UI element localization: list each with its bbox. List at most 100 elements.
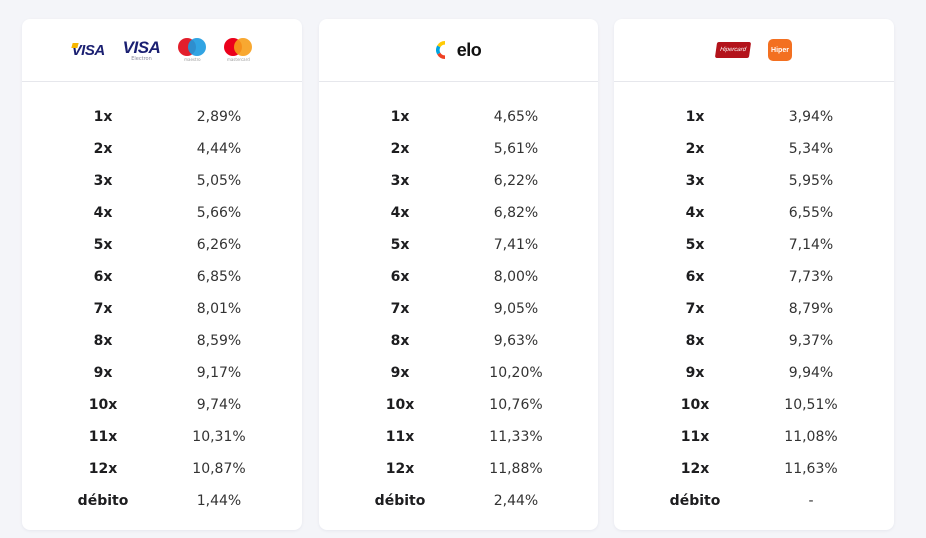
installment-label: 2x — [685, 141, 705, 157]
installment-label: 4x — [93, 205, 113, 221]
rate-value: 8,01% — [196, 301, 242, 317]
card-brands-header: Hipercard Hiper — [614, 19, 894, 82]
rate-row: débito 2,44% — [319, 485, 598, 517]
rate-row: 9x 9,94% — [614, 357, 894, 389]
rate-row: 6x 7,73% — [614, 261, 894, 293]
rate-row: 6x 6,85% — [22, 261, 302, 293]
installment-label: débito — [669, 493, 721, 509]
elo-wordmark: elo — [456, 39, 482, 60]
rate-value: 7,41% — [493, 237, 539, 253]
installment-label: 3x — [93, 173, 113, 189]
rate-row: 12x 10,87% — [22, 453, 302, 485]
rate-row: 2x 5,34% — [614, 133, 894, 165]
rate-value: 9,94% — [788, 365, 834, 381]
rate-value: 5,66% — [196, 205, 242, 221]
installment-label: 1x — [93, 109, 113, 125]
rate-row: 8x 9,63% — [319, 325, 598, 357]
installment-label: 5x — [390, 237, 410, 253]
rate-value: 5,05% — [196, 173, 242, 189]
rate-row: 9x 10,20% — [319, 357, 598, 389]
rate-row: 2x 5,61% — [319, 133, 598, 165]
rate-value: 11,33% — [489, 429, 543, 445]
rate-value: 2,89% — [196, 109, 242, 125]
visa-electron-logo: VISA Electron — [123, 39, 161, 62]
rate-value: 7,14% — [788, 237, 834, 253]
installment-label: 10x — [680, 397, 710, 413]
rate-value: 8,59% — [196, 333, 242, 349]
installment-label: 8x — [93, 333, 113, 349]
installment-label: 8x — [390, 333, 410, 349]
rate-row: 8x 9,37% — [614, 325, 894, 357]
rate-row: 5x 7,41% — [319, 229, 598, 261]
mastercard-logo: mastercard — [224, 38, 253, 62]
rate-row: 5x 6,26% — [22, 229, 302, 261]
rate-row: 3x 5,95% — [614, 165, 894, 197]
installment-label: 9x — [685, 365, 705, 381]
rate-row: 7x 8,79% — [614, 293, 894, 325]
installment-label: 7x — [93, 301, 113, 317]
rate-row: 12x 11,88% — [319, 453, 598, 485]
installment-label: 12x — [680, 461, 710, 477]
installment-label: débito — [77, 493, 129, 509]
rates-list: 1x 4,65% 2x 5,61% 3x 6,22% 4x 6,82% 5x 7,41% 6x 8,0… — [319, 82, 598, 517]
installment-label: 5x — [93, 237, 113, 253]
rate-row: 4x 6,82% — [319, 197, 598, 229]
rate-value: 8,00% — [493, 269, 539, 285]
rate-value: 11,63% — [784, 461, 838, 477]
installment-label: 4x — [685, 205, 705, 221]
rates-list: 1x 3,94% 2x 5,34% 3x 5,95% 4x 6,55% 5x 7,14% 6x 7,7… — [614, 82, 894, 517]
rate-value: 10,51% — [784, 397, 838, 413]
rate-value: 5,95% — [788, 173, 834, 189]
rate-value: 2,44% — [493, 493, 539, 509]
installment-label: 12x — [385, 461, 415, 477]
rate-value: 11,08% — [784, 429, 838, 445]
rate-row: 4x 5,66% — [22, 197, 302, 229]
rate-row: 11x 10,31% — [22, 421, 302, 453]
rate-value: 10,31% — [192, 429, 246, 445]
rate-row: 6x 8,00% — [319, 261, 598, 293]
rate-row: 12x 11,63% — [614, 453, 894, 485]
rates-list: 1x 2,89% 2x 4,44% 3x 5,05% 4x 5,66% 5x 6,26% 6x 6,8… — [22, 82, 302, 517]
rate-value: 10,20% — [489, 365, 543, 381]
installment-label: 2x — [93, 141, 113, 157]
rate-value: 9,74% — [196, 397, 242, 413]
rate-row: 10x 10,51% — [614, 389, 894, 421]
rate-value: 6,85% — [196, 269, 242, 285]
visa-electron-wordmark: VISA — [122, 37, 161, 57]
rate-row: 3x 5,05% — [22, 165, 302, 197]
rate-value: 5,34% — [788, 141, 834, 157]
rate-row: 10x 9,74% — [22, 389, 302, 421]
rate-value: 10,76% — [489, 397, 543, 413]
visa-logo: VISA — [71, 41, 106, 59]
rate-row: 5x 7,14% — [614, 229, 894, 261]
installment-label: 6x — [685, 269, 705, 285]
elo-ring-icon — [435, 41, 445, 59]
installment-label: 4x — [390, 205, 410, 221]
rate-value: 6,22% — [493, 173, 539, 189]
maestro-wordmark: maestro — [184, 57, 201, 62]
visa-electron-sub: Electron — [131, 55, 152, 62]
rate-row: 1x 2,89% — [22, 101, 302, 133]
rate-value: 1,44% — [196, 493, 242, 509]
installment-label: 11x — [680, 429, 710, 445]
installment-label: 10x — [88, 397, 118, 413]
rate-row: débito 1,44% — [22, 485, 302, 517]
hiper-logo: Hiper — [768, 39, 792, 61]
rate-value: 6,26% — [196, 237, 242, 253]
rate-row: 7x 8,01% — [22, 293, 302, 325]
card-brands-header: elo — [319, 19, 598, 82]
rate-row: débito - — [614, 485, 894, 517]
rate-value: 4,44% — [196, 141, 242, 157]
rate-value: 6,82% — [493, 205, 539, 221]
rate-row: 4x 6,55% — [614, 197, 894, 229]
rate-value: 6,55% — [788, 205, 834, 221]
rate-value: 10,87% — [192, 461, 246, 477]
rate-value: 9,17% — [196, 365, 242, 381]
rate-value: 4,65% — [493, 109, 539, 125]
maestro-logo: maestro — [178, 38, 207, 62]
installment-label: 3x — [390, 173, 410, 189]
installment-label: 9x — [390, 365, 410, 381]
rate-value: - — [808, 493, 814, 509]
rate-value: 9,37% — [788, 333, 834, 349]
card-brands-header: VISA VISA Electron maestro mastercard — [22, 19, 302, 82]
